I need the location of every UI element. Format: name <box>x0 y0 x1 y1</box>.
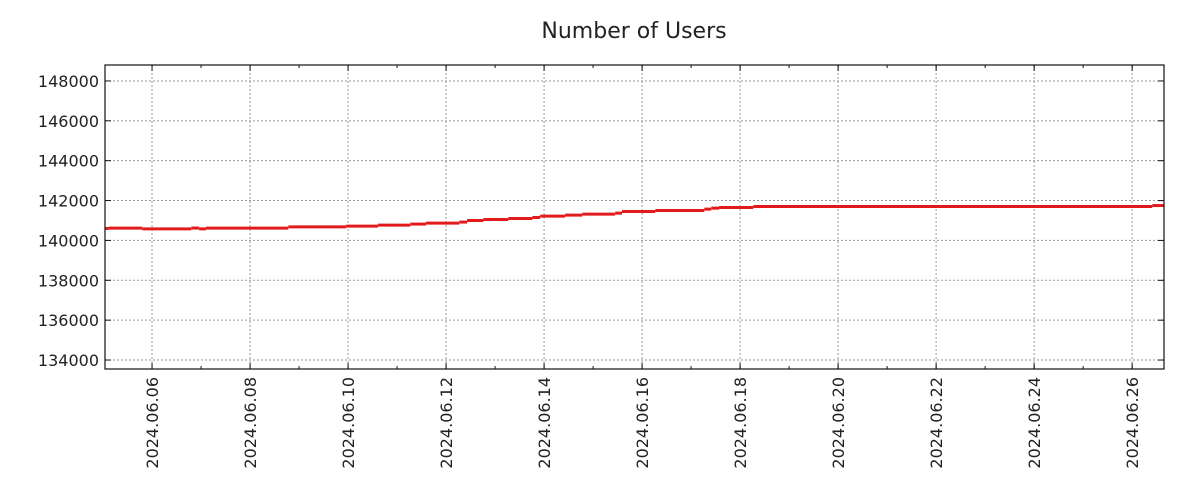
x-tick-label: 2024.06.06 <box>143 377 162 469</box>
y-tick-label: 146000 <box>38 112 99 131</box>
x-tick-label: 2024.06.12 <box>437 377 456 469</box>
y-tick-label: 142000 <box>38 192 99 211</box>
x-tick-label: 2024.06.22 <box>927 377 946 469</box>
x-tick-label: 2024.06.16 <box>633 377 652 469</box>
chart-title: Number of Users <box>541 19 726 44</box>
x-tick-label: 2024.06.10 <box>339 377 358 469</box>
axis-ticks: 134000 136000 138000 140000 142000 144000 1460… <box>38 65 1164 469</box>
x-tick-label: 2024.06.26 <box>1123 377 1142 469</box>
series-layer <box>105 204 1164 231</box>
y-tick-label: 136000 <box>38 311 99 330</box>
y-tick-label: 144000 <box>38 152 99 171</box>
grid-lines <box>105 65 1164 369</box>
plot-frame <box>104 64 1165 370</box>
x-tick-label: 2024.06.18 <box>731 377 750 469</box>
x-tick-label: 2024.06.20 <box>829 377 848 469</box>
y-tick-label: 138000 <box>38 271 99 290</box>
x-tick-label: 2024.06.14 <box>535 377 554 469</box>
y-tick-label: 140000 <box>38 231 99 250</box>
y-tick-label: 134000 <box>38 351 99 370</box>
x-tick-label: 2024.06.08 <box>241 377 260 469</box>
y-tick-label: 148000 <box>38 72 99 91</box>
x-tick-label: 2024.06.24 <box>1025 377 1044 469</box>
